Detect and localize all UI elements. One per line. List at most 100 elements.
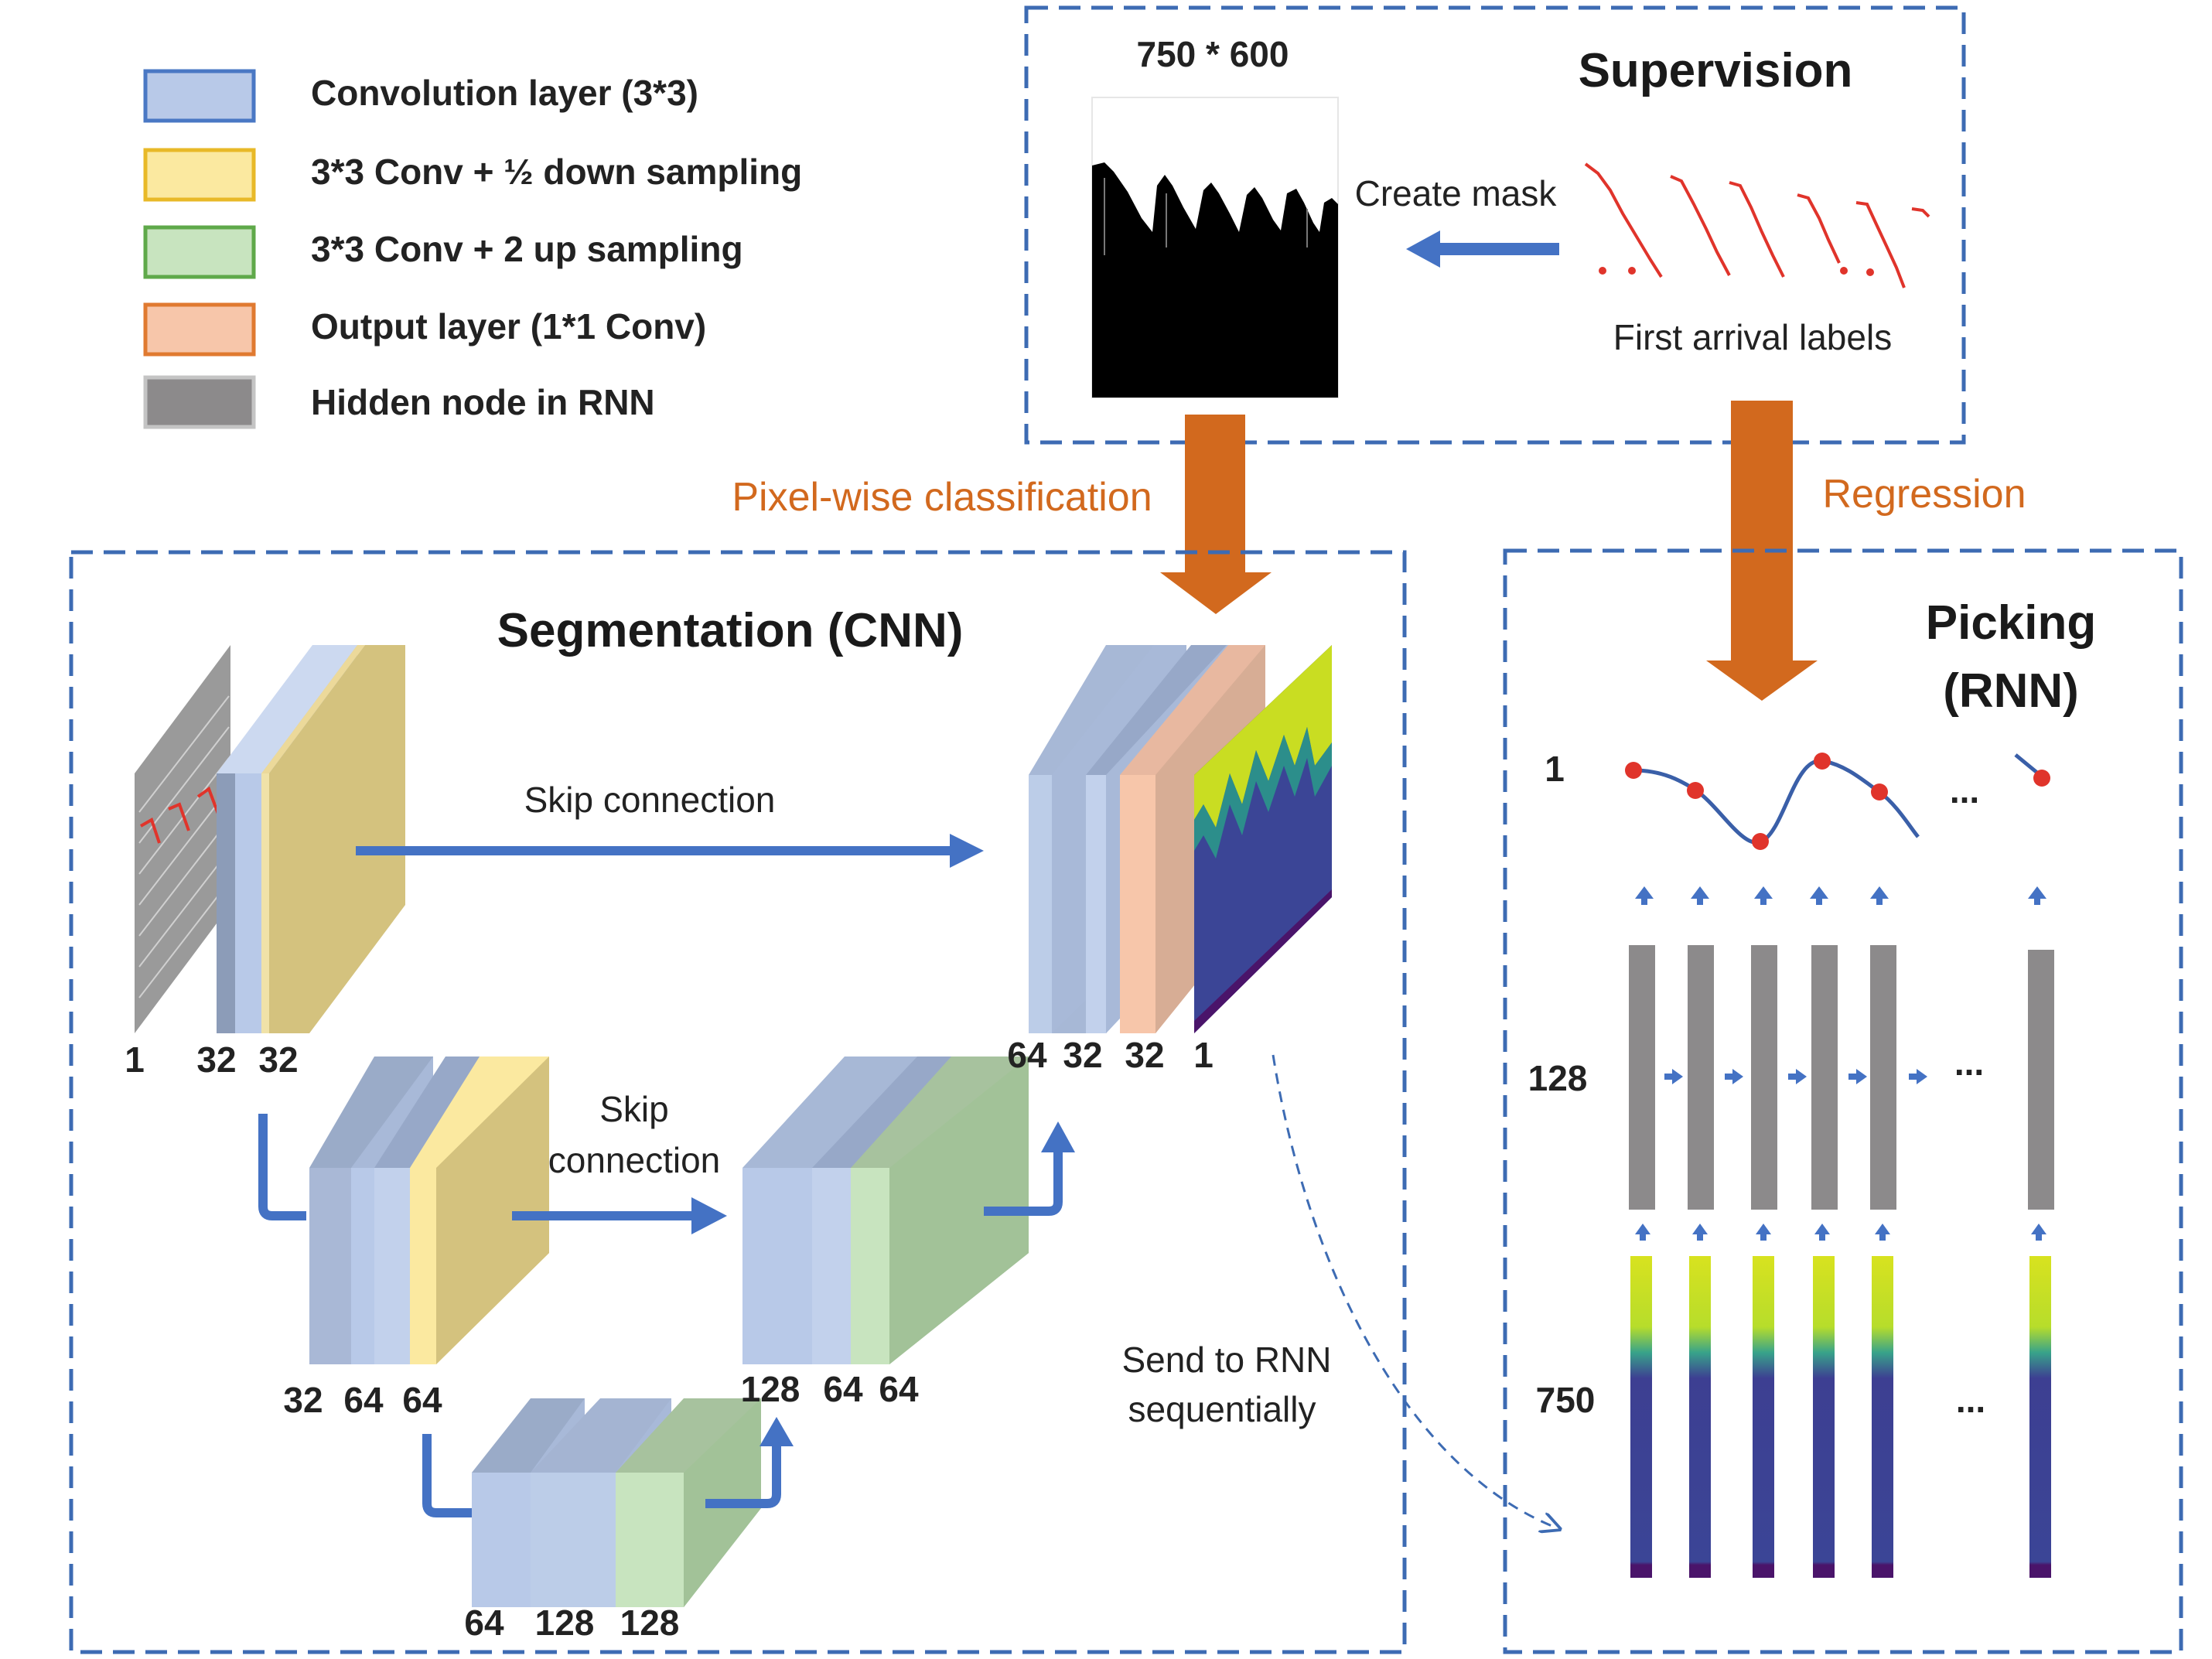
down-arrow-1	[258, 1114, 306, 1220]
input-seismic-slab	[135, 645, 230, 1033]
rnn-row-label-output: 1	[1545, 749, 1565, 789]
pick-point	[1871, 783, 1888, 800]
create-mask-label: Create mask	[1355, 173, 1558, 213]
legend-swatch-up	[143, 225, 256, 279]
rnn-hidden-node	[1751, 945, 1777, 1210]
send-to-rnn-arrow	[1272, 1054, 1558, 1528]
first-arrival-image	[1584, 162, 1930, 288]
down-block-32b	[261, 645, 405, 1033]
enc2-ch-1: 64	[343, 1380, 384, 1420]
skip-label-middle-2: connection	[548, 1140, 721, 1180]
supervision-border	[1024, 5, 1966, 445]
rnn-output-curve	[1625, 753, 2050, 850]
legend-item-output: Output layer (1*1 Conv)	[143, 302, 706, 357]
segmentation-title: Segmentation (CNN)	[497, 604, 964, 657]
up-arrow-1	[705, 1417, 794, 1508]
picking-title-2: (RNN)	[1943, 664, 2079, 718]
rnn-hidden-node	[2028, 950, 2054, 1210]
legend-item-up: 3*3 Conv + 2 up sampling	[143, 225, 743, 279]
pixel-wise-arrow	[1160, 415, 1272, 614]
legend-item-hidden: Hidden node in RNN	[143, 375, 655, 429]
send-to-rnn-label-1: Send to RNN	[1121, 1340, 1331, 1380]
output-heatmap	[1194, 645, 1332, 1033]
dec1-ch-0: 64	[1007, 1035, 1047, 1075]
rnn-input-column	[1689, 1256, 1711, 1578]
rnn-hidden-node	[1811, 945, 1838, 1210]
bottom-ch-0: 64	[464, 1603, 504, 1643]
skip-label-top: Skip connection	[524, 780, 776, 820]
first-arrival-label: First arrival labels	[1613, 317, 1892, 357]
rnn-hidden-node	[1688, 945, 1714, 1210]
send-to-rnn-label-2: sequentially	[1128, 1389, 1316, 1429]
dec1-ch-2: 32	[1125, 1035, 1164, 1075]
legend-label-hidden: Hidden node in RNN	[311, 382, 655, 422]
pick-point	[2033, 770, 2050, 787]
picking-title-1: Picking	[1926, 596, 2097, 650]
encoder-level-1	[135, 645, 405, 1033]
rnn-input-column	[1630, 1256, 1652, 1578]
bottom-ch-2: 128	[620, 1603, 680, 1643]
decoder-level-1	[1029, 645, 1332, 1033]
up-arrow-2	[984, 1121, 1075, 1216]
rnn-input-column	[1753, 1256, 1774, 1578]
enc2-ch-0: 32	[283, 1380, 323, 1420]
legend-swatch-down	[143, 148, 256, 202]
skip-label-middle-1: Skip	[599, 1089, 668, 1129]
legend-swatch-hidden	[143, 375, 256, 429]
dec2-ch-2: 64	[879, 1369, 919, 1409]
legend-label-up: 3*3 Conv + 2 up sampling	[311, 229, 743, 269]
regression-arrow	[1706, 401, 1818, 701]
pick-point	[1814, 753, 1831, 770]
enc1-ch-0: 1	[125, 1039, 145, 1080]
rnn-hidden-node	[1629, 945, 1655, 1210]
picking-panel: Picking (RNN) 1 128 750 ...	[1503, 548, 2183, 1654]
skip-arrow-top	[356, 834, 984, 868]
legend-item-down: 3*3 Conv + ½ down sampling	[143, 148, 802, 202]
bottom-level	[472, 1398, 761, 1607]
skip-arrow-middle	[512, 1197, 727, 1234]
legend-label-conv: Convolution layer (3*3)	[311, 73, 698, 113]
dec1-ch-3: 1	[1193, 1035, 1214, 1075]
supervision-panel: Supervision 750 * 600 Create mask	[1024, 5, 1966, 445]
rnn-hidden-nodes	[1629, 945, 2054, 1210]
mask-shape	[1092, 162, 1338, 398]
rnn-input-column	[1872, 1256, 1893, 1578]
pick-point	[1687, 782, 1704, 799]
rnn-input-columns	[1630, 1256, 2051, 1578]
legend-label-output: Output layer (1*1 Conv)	[311, 306, 706, 346]
rnn-hidden-node	[1870, 945, 1896, 1210]
pick-point	[1752, 833, 1769, 850]
enc2-ch-2: 64	[402, 1380, 442, 1420]
ellipsis-output: ...	[1950, 770, 1979, 811]
legend: Convolution layer (3*3) 3*3 Conv + ½ dow…	[143, 69, 802, 429]
dec1-ch-1: 32	[1063, 1035, 1102, 1075]
rnn-row-label-input: 750	[1536, 1380, 1596, 1420]
legend-swatch-output	[143, 302, 256, 357]
ellipsis-hidden: ...	[1954, 1043, 1984, 1083]
mask-image	[1091, 97, 1339, 398]
rnn-side-arrows	[1664, 1069, 1927, 1084]
legend-item-conv: Convolution layer (3*3)	[143, 69, 698, 123]
pixel-wise-label: Pixel-wise classification	[732, 475, 1152, 520]
regression-label: Regression	[1822, 472, 2026, 517]
rnn-row-label-hidden: 128	[1528, 1058, 1588, 1098]
ellipsis-input: ...	[1956, 1380, 1985, 1420]
decoder-level-2	[742, 1057, 1029, 1364]
supervision-title: Supervision	[1579, 44, 1853, 97]
segmentation-panel: Segmentation (CNN)	[69, 550, 1407, 1654]
bottom-ch-1: 128	[535, 1603, 595, 1643]
down-arrow-2	[422, 1434, 472, 1517]
enc1-ch-1: 32	[196, 1039, 236, 1080]
legend-label-down: 3*3 Conv + ½ down sampling	[311, 152, 802, 192]
encoder-level-2	[309, 1057, 549, 1364]
rnn-input-column	[1813, 1256, 1835, 1578]
dec2-ch-1: 64	[823, 1369, 863, 1409]
dec2-ch-0: 128	[741, 1369, 800, 1409]
picking-border	[1503, 548, 2183, 1654]
rnn-input-column	[2029, 1256, 2051, 1578]
legend-swatch-conv	[143, 69, 256, 123]
segmentation-border	[69, 550, 1407, 1654]
rnn-up-arrows-bottom	[1635, 1224, 2046, 1241]
pick-point	[1625, 762, 1642, 779]
